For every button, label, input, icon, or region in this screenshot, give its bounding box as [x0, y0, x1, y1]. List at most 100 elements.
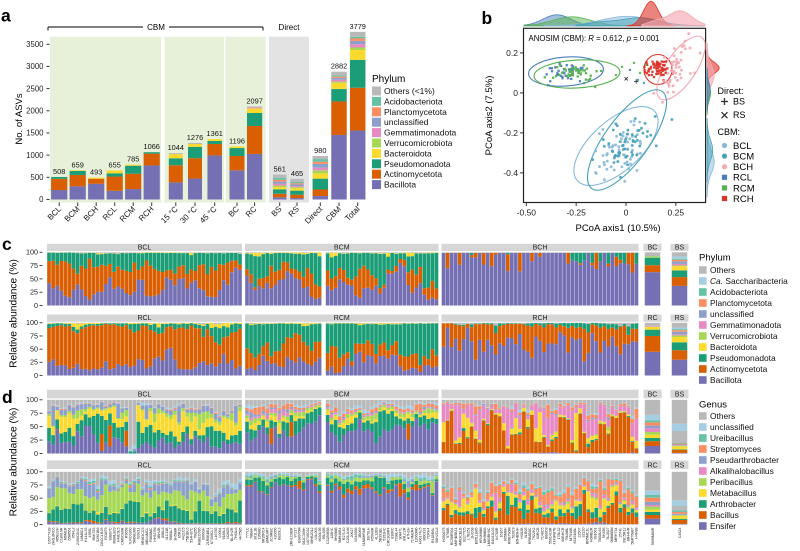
svg-text:-0.2: -0.2	[503, 128, 518, 138]
svg-text:Bacillota: Bacillota	[710, 375, 742, 385]
svg-text:493: 493	[90, 168, 102, 177]
svg-text:unclassified: unclassified	[710, 309, 754, 319]
svg-text:4H7585: 4H7585	[238, 528, 242, 541]
svg-text:100: 100	[26, 248, 38, 257]
svg-text:BS: BS	[733, 97, 745, 107]
svg-text:1361: 1361	[206, 129, 222, 138]
svg-text:0: 0	[513, 88, 518, 98]
svg-text:Verrucomicrobiota: Verrucomicrobiota	[710, 331, 778, 341]
svg-text:2000: 2000	[26, 106, 44, 115]
svg-text:Bacillus: Bacillus	[710, 510, 739, 520]
svg-text:Ensifer: Ensifer	[710, 521, 736, 531]
svg-text:Relative abundance (%): Relative abundance (%)	[9, 408, 20, 517]
svg-text:Peribacillus: Peribacillus	[710, 477, 753, 487]
svg-text:B820L3: B820L3	[278, 527, 282, 539]
svg-text:500: 500	[30, 173, 44, 182]
svg-text:Others: Others	[710, 265, 735, 275]
svg-text:Genus: Genus	[699, 400, 727, 411]
svg-text:PCoA axis1 (10.5%): PCoA axis1 (10.5%)	[575, 223, 660, 234]
svg-text:75: 75	[30, 409, 38, 418]
svg-text:1500: 1500	[26, 129, 44, 138]
svg-text:100: 100	[26, 318, 38, 327]
svg-text:Ureibacillus: Ureibacillus	[710, 433, 753, 443]
svg-text:b: b	[482, 8, 493, 28]
svg-text:Gemmatimonadota: Gemmatimonadota	[384, 128, 457, 138]
svg-text:561: 561	[274, 165, 286, 174]
svg-text:Phylum: Phylum	[372, 74, 405, 85]
svg-text:H4H88: H4H88	[635, 527, 639, 538]
svg-text:1066: 1066	[143, 142, 159, 151]
svg-text:Gemmatimonadota: Gemmatimonadota	[710, 320, 782, 330]
svg-text:0.2: 0.2	[506, 48, 518, 58]
svg-text:1044: 1044	[168, 143, 184, 152]
svg-text:75: 75	[30, 480, 38, 489]
svg-text:Planctomycetota: Planctomycetota	[710, 298, 772, 308]
svg-text:Acidobacteriota: Acidobacteriota	[710, 287, 768, 297]
svg-text:PCoA axis2 (7.5%): PCoA axis2 (7.5%)	[484, 76, 495, 156]
svg-text:BCL: BCL	[138, 245, 152, 252]
svg-text:Metabacillus: Metabacillus	[710, 488, 757, 498]
svg-text:50: 50	[30, 345, 38, 354]
svg-text:659: 659	[72, 160, 84, 169]
svg-text:Planctomycetota: Planctomycetota	[384, 107, 447, 117]
svg-text:2500: 2500	[26, 84, 44, 93]
svg-text:a: a	[1, 5, 11, 25]
svg-text:3779: 3779	[349, 22, 365, 31]
svg-text:2097: 2097	[246, 96, 262, 105]
svg-text:0: 0	[34, 449, 38, 458]
svg-text:75: 75	[30, 331, 38, 340]
svg-text:CBM: CBM	[147, 23, 165, 32]
svg-text:RCL: RCL	[733, 173, 752, 184]
svg-text:25: 25	[30, 435, 38, 444]
svg-text:Alkalihalobacillus: Alkalihalobacillus	[710, 466, 774, 476]
svg-text:BCM: BCM	[733, 152, 754, 163]
svg-text:25: 25	[30, 358, 38, 367]
svg-text:RCH: RCH	[532, 462, 547, 469]
svg-text:0.25: 0.25	[668, 208, 685, 218]
svg-text:0: 0	[34, 520, 38, 529]
svg-text:RCH: RCH	[733, 194, 754, 205]
svg-text:Pseudarthrobacter: Pseudarthrobacter	[710, 455, 779, 465]
svg-text:-0.25: -0.25	[566, 208, 586, 218]
svg-text:RS: RS	[675, 462, 685, 469]
svg-text:BCH: BCH	[733, 162, 753, 173]
svg-text:Acidobacteriota: Acidobacteriota	[384, 96, 443, 106]
svg-text:RCM: RCM	[733, 183, 755, 194]
svg-text:1196: 1196	[229, 136, 245, 145]
svg-text:No. of ASVs: No. of ASVs	[14, 93, 25, 144]
svg-text:3500: 3500	[26, 40, 44, 49]
svg-text:ANOSIM (CBM): R = 0.612, p = 0: ANOSIM (CBM): R = 0.612, p = 0.001	[529, 34, 660, 43]
svg-text:785: 785	[127, 155, 139, 164]
svg-text:Bacteroidota: Bacteroidota	[710, 342, 757, 352]
svg-text:980: 980	[314, 146, 326, 155]
svg-text:0: 0	[34, 301, 38, 310]
svg-text:3000: 3000	[26, 62, 44, 71]
svg-text:Actinomycetota: Actinomycetota	[384, 169, 442, 179]
svg-text:BC: BC	[648, 245, 658, 252]
svg-text:0: 0	[34, 371, 38, 380]
svg-text:C4824: C4824	[678, 528, 682, 539]
svg-text:75: 75	[30, 261, 38, 270]
svg-text:Pseudomonadota: Pseudomonadota	[384, 159, 451, 169]
svg-text:Direct:: Direct:	[718, 86, 744, 96]
svg-text:BCH: BCH	[533, 245, 548, 252]
svg-text:Relative abundance (%): Relative abundance (%)	[9, 259, 20, 368]
svg-text:RCM: RCM	[334, 462, 350, 469]
svg-text:unclassified: unclassified	[384, 117, 429, 127]
svg-text:Streptomyces: Streptomyces	[710, 444, 761, 454]
svg-text:BCM: BCM	[334, 245, 350, 252]
svg-text:d: d	[2, 387, 13, 407]
svg-text:RS: RS	[675, 315, 685, 322]
svg-text:Direct: Direct	[279, 23, 301, 32]
svg-text:unclassified: unclassified	[710, 422, 754, 432]
svg-text:2882: 2882	[331, 62, 347, 71]
svg-text:RC: RC	[647, 315, 657, 322]
svg-text:5690M80R: 5690M80R	[651, 527, 655, 545]
svg-text:CBM:: CBM:	[718, 127, 741, 137]
svg-text:Actinomycetota: Actinomycetota	[710, 364, 768, 374]
svg-text:BCL: BCL	[138, 392, 152, 399]
svg-text:508: 508	[53, 167, 65, 176]
svg-text:Arthrobacter: Arthrobacter	[710, 499, 756, 509]
svg-text:1276: 1276	[187, 133, 203, 142]
svg-text:Bacteroidota: Bacteroidota	[384, 148, 432, 158]
